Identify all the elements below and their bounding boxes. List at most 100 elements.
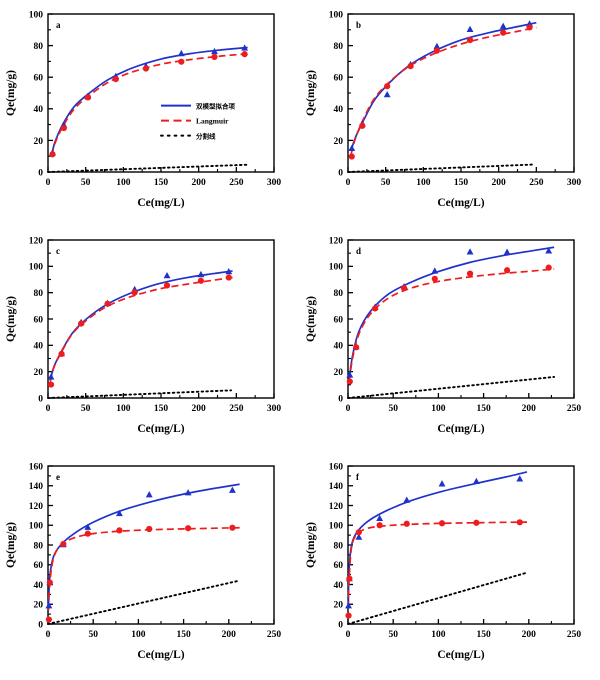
y-tick-label: 100 [329, 10, 344, 20]
data-point-circle [372, 305, 379, 312]
data-point-circle [60, 124, 67, 132]
y-tick-label: 80 [334, 541, 344, 551]
data-point-triangle [197, 270, 205, 278]
y-tick-label: 60 [334, 561, 344, 571]
y-axis-title: Qe(mg/g) [5, 522, 17, 568]
y-tick-label: 20 [34, 368, 44, 378]
panel-letter: e [56, 472, 60, 482]
panel-d: 0 50 100 150 200 250 0 20 40 60 80 100 120 Ce(mg/L) Qe… [300, 226, 600, 452]
plot-frame [47, 465, 275, 625]
x-tick-label: 200 [522, 404, 537, 414]
y-tick-label: 140 [29, 482, 44, 492]
plot-frame [347, 465, 575, 625]
data-point-circle [58, 350, 65, 357]
data-point-circle [142, 65, 150, 72]
plot-f: 0 50 100 150 200 250 0 20 40 60 80 100 120 140 160 Ce(m… [305, 462, 582, 661]
x-tick-label: 0 [46, 630, 51, 640]
series-line [350, 26, 537, 155]
x-axis-title: Ce(mg/L) [437, 423, 484, 435]
data-point-circle [185, 525, 192, 532]
plot-e: 0 50 100 150 200 250 0 20 40 60 80 100 120 140 160 Ce(m… [5, 462, 282, 661]
y-tick-label: 120 [29, 236, 44, 246]
y-tick-label: 60 [34, 561, 44, 571]
x-tick-label: 0 [346, 404, 351, 414]
x-tick-label: 0 [346, 178, 351, 188]
x-axis-title: Ce(mg/L) [137, 197, 184, 209]
data-point-triangle [84, 523, 92, 530]
panel-e: 0 50 100 150 200 250 0 20 40 60 80 100 120 140 160 Ce(m… [0, 452, 300, 678]
plot-frame [347, 239, 575, 399]
y-tick-label: 20 [334, 601, 344, 611]
x-axis-title: Ce(mg/L) [437, 197, 484, 209]
x-tick-label: 200 [192, 178, 207, 188]
y-axis-title: Qe(mg/g) [305, 70, 317, 116]
data-point-circle [78, 320, 85, 327]
data-point-circle [163, 282, 171, 289]
data-point-triangle [383, 90, 391, 98]
x-tick-label: 100 [131, 630, 146, 640]
data-point-circle [345, 612, 352, 619]
series-line [47, 579, 241, 625]
data-point-triangle [177, 49, 185, 57]
y-tick-label: 0 [38, 394, 43, 404]
data-point-circle [346, 378, 353, 385]
y-tick-label: 80 [34, 541, 44, 551]
data-point-circle [47, 381, 55, 388]
series-line [47, 483, 240, 605]
data-point-circle [438, 520, 446, 527]
data-point-triangle [466, 25, 474, 33]
x-tick-label: 250 [229, 178, 244, 188]
data-point-triangle [346, 371, 354, 378]
x-tick-label: 150 [176, 630, 191, 640]
data-point-triangle [348, 144, 356, 151]
x-tick-label: 250 [567, 630, 582, 640]
data-point-circle [112, 75, 119, 83]
y-tick-label: 80 [334, 289, 344, 299]
data-point-circle [526, 24, 533, 31]
x-axis-title: Ce(mg/L) [137, 649, 184, 661]
y-axis-title: Qe(mg/g) [5, 296, 17, 342]
data-point-circle [60, 540, 67, 548]
y-tick-label: 100 [29, 10, 44, 20]
y-tick-label: 40 [34, 342, 44, 352]
x-tick-label: 250 [529, 178, 544, 188]
x-tick-label: 250 [229, 404, 244, 414]
x-tick-label: 50 [88, 630, 98, 640]
data-point-circle [45, 616, 53, 623]
y-tick-label: 120 [329, 236, 344, 246]
legend-label: 双模型拟合项 [196, 102, 236, 111]
x-tick-label: 150 [476, 404, 491, 414]
x-tick-label: 200 [192, 404, 207, 414]
plot-frame [47, 239, 275, 399]
data-point-triangle [47, 373, 55, 380]
y-tick-label: 80 [34, 42, 44, 52]
data-point-triangle [472, 477, 480, 485]
data-point-circle [516, 519, 523, 526]
plot-frame [47, 13, 275, 173]
panel-letter: c [56, 246, 60, 256]
data-point-triangle [241, 44, 249, 51]
x-tick-label: 150 [154, 178, 169, 188]
data-point-triangle [228, 486, 236, 493]
data-point-triangle [438, 480, 446, 487]
data-point-triangle [163, 271, 171, 279]
series-line [347, 571, 528, 625]
data-point-triangle [145, 491, 153, 498]
data-point-triangle [345, 602, 352, 609]
data-point-circle [225, 274, 232, 281]
data-point-circle [384, 83, 391, 90]
x-tick-label: 50 [81, 178, 91, 188]
data-point-circle [355, 529, 362, 536]
y-axis-title: Qe(mg/g) [305, 296, 317, 342]
data-point-triangle [516, 475, 524, 482]
data-point-circle [197, 277, 205, 284]
y-tick-label: 0 [338, 168, 343, 178]
y-tick-label: 40 [334, 105, 344, 115]
data-point-circle [359, 122, 366, 129]
x-tick-label: 250 [267, 630, 282, 640]
x-axis-title: Ce(mg/L) [137, 423, 184, 435]
x-tick-label: 0 [46, 178, 51, 188]
data-point-circle [49, 151, 56, 158]
panel-letter: d [356, 246, 361, 256]
series-line [347, 163, 534, 173]
